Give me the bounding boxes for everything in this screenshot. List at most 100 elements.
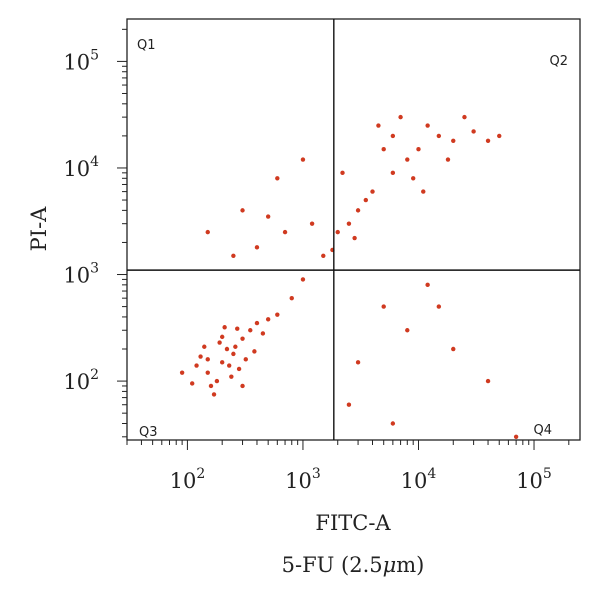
plot-frame bbox=[126, 18, 581, 441]
data-point bbox=[208, 383, 214, 389]
data-point bbox=[231, 253, 236, 258]
data-point bbox=[451, 138, 456, 143]
data-point bbox=[410, 176, 416, 181]
data-point bbox=[300, 277, 306, 282]
data-point bbox=[194, 363, 199, 368]
caption-part-2: m) bbox=[396, 553, 424, 577]
data-point bbox=[436, 133, 442, 139]
tick-base: 10 bbox=[401, 469, 428, 493]
data-point bbox=[321, 253, 326, 258]
data-point bbox=[390, 133, 396, 139]
data-point bbox=[289, 295, 294, 301]
data-point bbox=[236, 366, 242, 372]
data-point bbox=[346, 402, 352, 407]
data-point bbox=[205, 370, 210, 375]
tick-exponent: 2 bbox=[196, 466, 205, 482]
data-point bbox=[217, 340, 222, 345]
quadrant-labels: Q1 Q2 Q3 Q4 bbox=[137, 38, 568, 440]
data-point bbox=[451, 346, 456, 352]
data-point bbox=[179, 370, 185, 375]
caption-part-1: 5-FU (2.5 bbox=[282, 553, 383, 577]
data-point bbox=[355, 360, 361, 365]
data-point bbox=[421, 189, 426, 194]
data-point bbox=[265, 317, 271, 322]
tick-base: 10 bbox=[285, 469, 312, 493]
tick-base: 10 bbox=[170, 469, 197, 493]
data-point bbox=[398, 114, 403, 120]
data-point bbox=[275, 312, 280, 317]
tick-base: 10 bbox=[63, 264, 90, 288]
x-axis-title: FITC-A bbox=[315, 511, 391, 535]
tick-exponent: 5 bbox=[90, 47, 99, 63]
data-point bbox=[309, 221, 315, 226]
data-point bbox=[335, 229, 340, 235]
data-point bbox=[233, 344, 238, 349]
data-point bbox=[425, 282, 430, 288]
data-point bbox=[202, 344, 207, 349]
data-point bbox=[485, 378, 491, 384]
quadrant-label-q3: Q3 bbox=[139, 425, 158, 440]
data-point bbox=[205, 357, 210, 362]
data-point bbox=[243, 357, 248, 362]
data-point bbox=[260, 331, 266, 336]
x-tick-label: 103 bbox=[285, 466, 321, 493]
data-point bbox=[381, 147, 386, 152]
caption-mu: μ bbox=[383, 553, 397, 577]
data-point bbox=[222, 325, 227, 330]
data-point bbox=[471, 129, 476, 134]
y-tick-label: 103 bbox=[63, 261, 99, 288]
x-tick-label: 104 bbox=[401, 466, 437, 493]
x-tick-label: 105 bbox=[516, 466, 552, 493]
data-point bbox=[436, 304, 442, 309]
chart-caption: 5-FU (2.5μm) bbox=[282, 553, 425, 577]
data-point bbox=[231, 351, 236, 357]
data-point bbox=[376, 123, 381, 128]
data-point bbox=[224, 346, 230, 352]
tick-exponent: 3 bbox=[90, 261, 99, 277]
tick-exponent: 4 bbox=[427, 466, 436, 482]
data-point bbox=[300, 157, 306, 162]
data-point bbox=[235, 326, 240, 331]
data-point bbox=[346, 221, 352, 226]
data-point bbox=[265, 214, 271, 219]
data-point bbox=[219, 334, 225, 340]
data-point bbox=[405, 328, 410, 333]
data-point bbox=[219, 360, 225, 365]
data-point bbox=[416, 147, 421, 152]
data-point bbox=[381, 304, 386, 309]
data-point bbox=[340, 170, 345, 176]
data-point bbox=[462, 114, 467, 120]
data-point bbox=[282, 229, 288, 235]
quadrant-label-q1: Q1 bbox=[137, 38, 156, 53]
data-point bbox=[370, 189, 375, 194]
data-point bbox=[275, 176, 280, 181]
data-point bbox=[240, 336, 245, 341]
tick-base: 10 bbox=[63, 370, 90, 394]
quadrant-label-q4: Q4 bbox=[533, 423, 552, 438]
data-point bbox=[513, 434, 519, 440]
data-point bbox=[363, 197, 369, 203]
data-point bbox=[240, 383, 245, 389]
data-point bbox=[352, 235, 357, 241]
data-point bbox=[445, 157, 451, 162]
data-point bbox=[227, 363, 232, 368]
data-point bbox=[198, 354, 203, 359]
tick-base: 10 bbox=[63, 50, 90, 74]
data-point bbox=[254, 245, 260, 250]
data-point bbox=[355, 208, 361, 213]
tick-exponent: 3 bbox=[312, 466, 321, 482]
data-point bbox=[405, 157, 410, 162]
data-point bbox=[390, 421, 396, 426]
tick-base: 10 bbox=[516, 469, 543, 493]
data-point bbox=[189, 381, 195, 386]
points-layer bbox=[179, 114, 519, 440]
data-point bbox=[425, 123, 430, 128]
y-tick-label: 104 bbox=[63, 154, 99, 181]
tick-exponent: 2 bbox=[90, 367, 99, 383]
quadrant-label-q2: Q2 bbox=[549, 54, 568, 69]
y-tick-label: 102 bbox=[63, 367, 99, 394]
data-point bbox=[497, 133, 502, 139]
